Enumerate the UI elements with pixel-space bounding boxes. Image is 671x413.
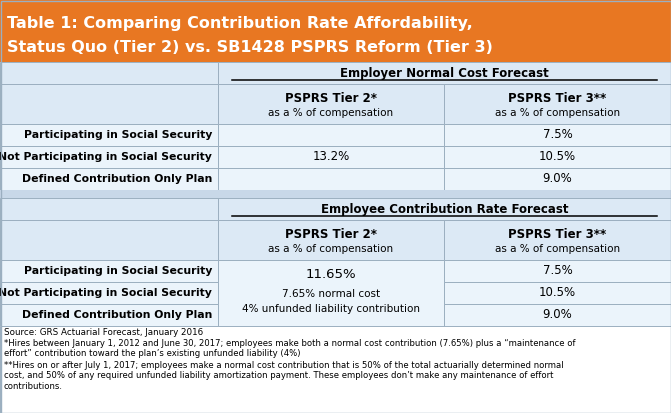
Text: as a % of compensation: as a % of compensation [268, 244, 394, 254]
Text: as a % of compensation: as a % of compensation [495, 108, 620, 118]
Text: as a % of compensation: as a % of compensation [495, 244, 620, 254]
Text: PSPRS Tier 2*: PSPRS Tier 2* [285, 228, 377, 240]
FancyBboxPatch shape [218, 168, 444, 190]
FancyBboxPatch shape [444, 84, 671, 124]
Text: 9.0%: 9.0% [543, 309, 572, 321]
FancyBboxPatch shape [0, 190, 671, 198]
Text: 9.0%: 9.0% [543, 173, 572, 185]
FancyBboxPatch shape [0, 0, 671, 62]
FancyBboxPatch shape [218, 124, 444, 146]
FancyBboxPatch shape [0, 304, 218, 326]
Text: Source: GRS Actuarial Forecast, January 2016: Source: GRS Actuarial Forecast, January … [4, 328, 203, 337]
Text: 7.5%: 7.5% [543, 128, 572, 142]
FancyBboxPatch shape [0, 326, 671, 413]
FancyBboxPatch shape [0, 124, 218, 146]
FancyBboxPatch shape [218, 146, 444, 168]
FancyBboxPatch shape [0, 84, 218, 124]
Text: Defined Contribution Only Plan: Defined Contribution Only Plan [21, 310, 212, 320]
FancyBboxPatch shape [444, 220, 671, 260]
Text: PSPRS Tier 3**: PSPRS Tier 3** [509, 228, 607, 240]
FancyBboxPatch shape [218, 198, 671, 220]
FancyBboxPatch shape [0, 198, 218, 220]
Text: 13.2%: 13.2% [313, 150, 350, 164]
Text: *Hires between January 1, 2012 and June 30, 2017; employees make both a normal c: *Hires between January 1, 2012 and June … [4, 339, 576, 358]
FancyBboxPatch shape [444, 146, 671, 168]
FancyBboxPatch shape [0, 62, 218, 84]
Text: Status Quo (Tier 2) vs. SB1428 PSPRS Reform (Tier 3): Status Quo (Tier 2) vs. SB1428 PSPRS Ref… [7, 40, 493, 55]
Text: 7.5%: 7.5% [543, 264, 572, 278]
FancyBboxPatch shape [444, 168, 671, 190]
Text: 4% unfunded liability contribution: 4% unfunded liability contribution [242, 304, 420, 315]
FancyBboxPatch shape [0, 260, 218, 282]
Text: Employer Normal Cost Forecast: Employer Normal Cost Forecast [340, 66, 549, 79]
Text: as a % of compensation: as a % of compensation [268, 108, 394, 118]
FancyBboxPatch shape [444, 124, 671, 146]
FancyBboxPatch shape [0, 282, 218, 304]
FancyBboxPatch shape [218, 260, 444, 326]
FancyBboxPatch shape [218, 220, 444, 260]
FancyBboxPatch shape [0, 326, 671, 413]
FancyBboxPatch shape [218, 84, 444, 124]
Text: 7.65% normal cost: 7.65% normal cost [282, 290, 380, 299]
Text: Not Participating in Social Security: Not Participating in Social Security [0, 288, 212, 298]
Text: **Hires on or after July 1, 2017; employees make a normal cost contribution that: **Hires on or after July 1, 2017; employ… [4, 361, 564, 391]
FancyBboxPatch shape [444, 304, 671, 326]
Text: Not Participating in Social Security: Not Participating in Social Security [0, 152, 212, 162]
FancyBboxPatch shape [0, 220, 218, 260]
Text: PSPRS Tier 3**: PSPRS Tier 3** [509, 92, 607, 104]
Text: Employee Contribution Rate Forecast: Employee Contribution Rate Forecast [321, 202, 568, 216]
FancyBboxPatch shape [0, 146, 218, 168]
FancyBboxPatch shape [218, 62, 671, 84]
FancyBboxPatch shape [0, 168, 218, 190]
Text: 10.5%: 10.5% [539, 150, 576, 164]
Text: Participating in Social Security: Participating in Social Security [23, 130, 212, 140]
FancyBboxPatch shape [444, 282, 671, 304]
Text: Defined Contribution Only Plan: Defined Contribution Only Plan [21, 174, 212, 184]
Text: Table 1: Comparing Contribution Rate Affordability,: Table 1: Comparing Contribution Rate Aff… [7, 16, 473, 31]
Text: 10.5%: 10.5% [539, 287, 576, 299]
Text: PSPRS Tier 2*: PSPRS Tier 2* [285, 92, 377, 104]
Text: Participating in Social Security: Participating in Social Security [23, 266, 212, 276]
FancyBboxPatch shape [444, 260, 671, 282]
Text: 11.65%: 11.65% [306, 268, 356, 281]
